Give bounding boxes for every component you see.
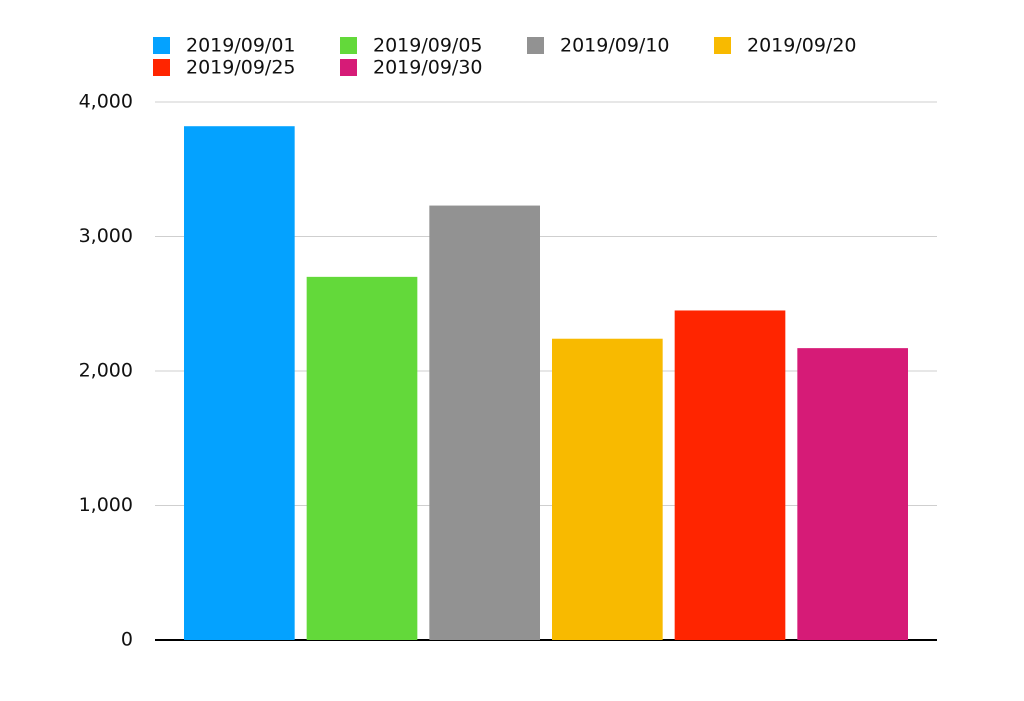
y-tick-label: 3,000 [79,225,133,247]
legend-swatch [153,37,170,54]
legend-label: 2019/09/05 [373,35,483,57]
legend-label: 2019/09/30 [373,57,483,79]
bar [674,310,786,640]
bar [429,205,540,640]
y-tick-label: 1,000 [79,494,133,516]
bar [184,126,295,640]
y-tick-label: 4,000 [79,91,133,113]
legend-label: 2019/09/01 [186,35,296,57]
legend-swatch [340,59,357,76]
legend-swatch [714,37,731,54]
bar [306,276,418,640]
legend-swatch [340,37,357,54]
legend-label: 2019/09/20 [747,35,857,57]
legend-swatch [153,59,170,76]
legend-label: 2019/09/10 [560,35,670,57]
bar [797,348,908,640]
y-tick-label: 2,000 [79,360,133,382]
bar [552,338,663,640]
legend-label: 2019/09/25 [186,57,296,79]
legend-swatch [527,37,544,54]
y-tick-label: 0 [121,629,133,651]
